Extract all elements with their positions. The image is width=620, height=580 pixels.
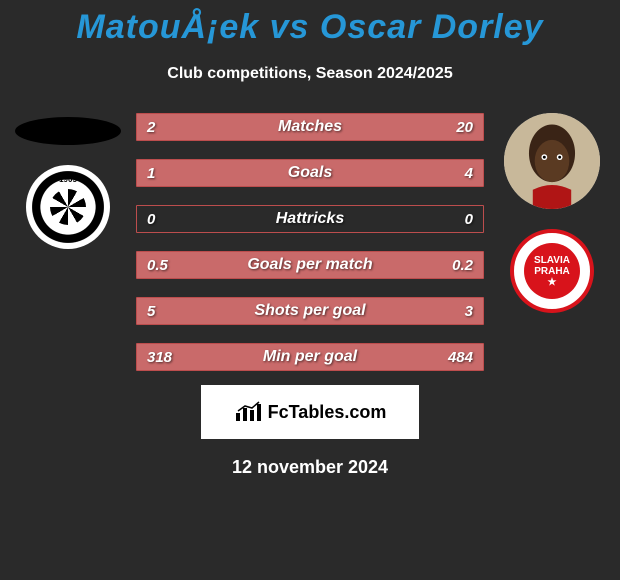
club-badge-right: SLAVIAPRAHA★ xyxy=(510,229,594,313)
stat-row: 00Hattricks xyxy=(136,205,484,233)
player-avatar-left xyxy=(15,117,121,145)
stat-row: 318484Min per goal xyxy=(136,343,484,371)
comparison-panel: 220Matches 14Goals 00Hattricks 0.50.2Goals … xyxy=(0,113,620,371)
subtitle: Club competitions, Season 2024/2025 xyxy=(0,65,620,83)
left-player-column xyxy=(8,113,128,371)
stats-list: 220Matches 14Goals 00Hattricks 0.50.2Goals … xyxy=(128,113,492,371)
stat-row: 53Shots per goal xyxy=(136,297,484,325)
chart-icon xyxy=(234,401,262,423)
date-text: 12 november 2024 xyxy=(0,457,620,478)
page-title: MatouÅ¡ek vs Oscar Dorley xyxy=(0,0,620,47)
stat-label: Shots per goal xyxy=(137,298,483,324)
stat-row: 14Goals xyxy=(136,159,484,187)
stat-row: 220Matches xyxy=(136,113,484,141)
stat-label: Min per goal xyxy=(137,344,483,370)
stat-row: 0.50.2Goals per match xyxy=(136,251,484,279)
player-avatar-right xyxy=(504,113,600,209)
soccer-ball-icon xyxy=(50,189,86,225)
club-badge-left xyxy=(26,165,110,249)
right-player-column: SLAVIAPRAHA★ xyxy=(492,113,612,371)
stat-label: Goals xyxy=(137,160,483,186)
club-badge-text: SLAVIAPRAHA★ xyxy=(534,255,570,288)
watermark-text: FcTables.com xyxy=(268,402,387,423)
stat-label: Goals per match xyxy=(137,252,483,278)
stat-label: Hattricks xyxy=(137,206,483,232)
stat-label: Matches xyxy=(137,114,483,140)
watermark: FcTables.com xyxy=(201,385,419,439)
